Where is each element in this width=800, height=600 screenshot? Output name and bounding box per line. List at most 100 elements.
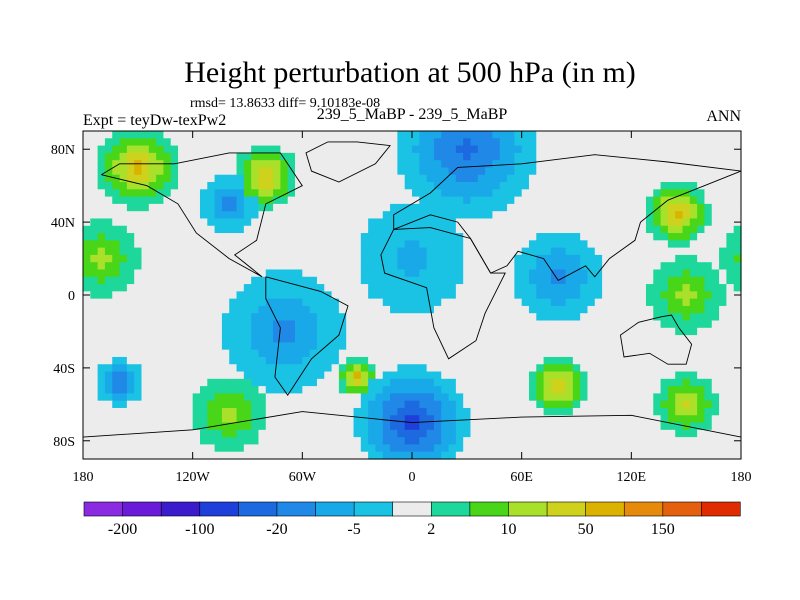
field-cell <box>528 160 537 169</box>
field-cell <box>609 437 618 446</box>
field-cell <box>316 284 325 292</box>
field-cell <box>514 138 523 147</box>
field-cell <box>390 131 398 139</box>
field-cell <box>316 225 325 234</box>
field-cell <box>265 356 274 365</box>
field-cell <box>550 233 559 241</box>
field-cell <box>492 451 501 460</box>
field-cell <box>214 269 223 278</box>
field-cell <box>624 349 632 358</box>
field-cell <box>207 262 216 271</box>
field-cell <box>726 152 735 161</box>
field-cell <box>499 211 508 220</box>
field-cell <box>119 429 128 438</box>
field-cell <box>287 225 296 234</box>
field-cell <box>134 298 143 307</box>
field-cell <box>83 254 91 263</box>
field-cell <box>616 203 625 212</box>
field-cell <box>521 174 530 183</box>
field-cell <box>265 422 274 431</box>
field-cell <box>726 160 735 169</box>
field-cell <box>550 437 559 446</box>
field-cell <box>353 211 362 220</box>
field-cell <box>163 203 172 212</box>
field-cell <box>689 422 698 431</box>
field-cell <box>273 203 281 212</box>
field-cell <box>353 437 362 446</box>
field-cell <box>543 269 552 278</box>
field-cell <box>448 225 457 234</box>
field-cell <box>119 247 128 256</box>
field-cell <box>733 247 742 256</box>
field-cell <box>404 320 413 329</box>
field-cell <box>338 320 347 329</box>
field-cell <box>704 203 713 212</box>
field-cell <box>141 276 150 285</box>
field-cell <box>397 196 406 205</box>
field-cell <box>229 335 238 343</box>
field-cell <box>433 269 442 278</box>
field-cell <box>214 305 223 314</box>
field-cell <box>119 196 128 205</box>
field-cell <box>273 189 281 198</box>
field-cell <box>675 145 684 154</box>
field-cell <box>287 298 296 307</box>
field-cell <box>704 160 713 169</box>
field-cell <box>97 451 106 460</box>
field-cell <box>338 225 347 234</box>
field-cell <box>331 211 340 220</box>
field-cell <box>280 269 289 278</box>
field-cell <box>243 291 252 300</box>
field-cell <box>602 335 610 343</box>
field-cell <box>273 145 281 154</box>
field-cell <box>331 189 340 198</box>
field-cell <box>119 422 128 431</box>
field-cell <box>207 174 216 183</box>
field-cell <box>667 145 676 154</box>
field-cell <box>229 131 238 139</box>
field-cell <box>412 342 420 351</box>
field-cell <box>602 386 610 394</box>
field-cell <box>134 349 143 358</box>
field-cell <box>638 247 647 256</box>
field-cell <box>645 247 654 256</box>
field-cell <box>287 364 296 373</box>
field-cell <box>331 371 340 380</box>
field-cell <box>470 182 479 190</box>
field-cell <box>170 276 179 285</box>
field-cell <box>550 247 559 256</box>
field-cell <box>192 152 201 161</box>
field-cell <box>572 269 581 278</box>
field-cell <box>90 160 99 169</box>
field-cell <box>221 160 230 169</box>
field-cell <box>280 262 289 271</box>
field-cell <box>543 356 552 365</box>
field-cell <box>382 196 391 205</box>
field-cell <box>441 269 450 278</box>
field-cell <box>178 364 186 373</box>
field-cell <box>602 364 610 373</box>
field-cell <box>536 415 545 424</box>
field-cell <box>404 174 413 183</box>
field-cell <box>295 342 303 351</box>
field-cell <box>331 196 340 205</box>
field-cell <box>412 284 420 292</box>
field-cell <box>455 211 464 220</box>
field-cell <box>368 393 377 402</box>
field-cell <box>689 349 698 358</box>
field-cell <box>594 145 603 154</box>
field-cell <box>199 429 208 438</box>
field-cell <box>280 284 289 292</box>
field-cell <box>236 152 245 161</box>
field-cell <box>134 422 143 431</box>
field-cell <box>353 335 362 343</box>
field-cell <box>594 225 603 234</box>
field-cell <box>492 182 501 190</box>
field-cell <box>412 152 420 161</box>
field-cell <box>653 356 662 365</box>
field-cell <box>324 356 333 365</box>
field-cell <box>104 342 113 351</box>
field-cell <box>645 240 654 249</box>
field-cell <box>572 291 581 300</box>
field-cell <box>448 305 457 314</box>
